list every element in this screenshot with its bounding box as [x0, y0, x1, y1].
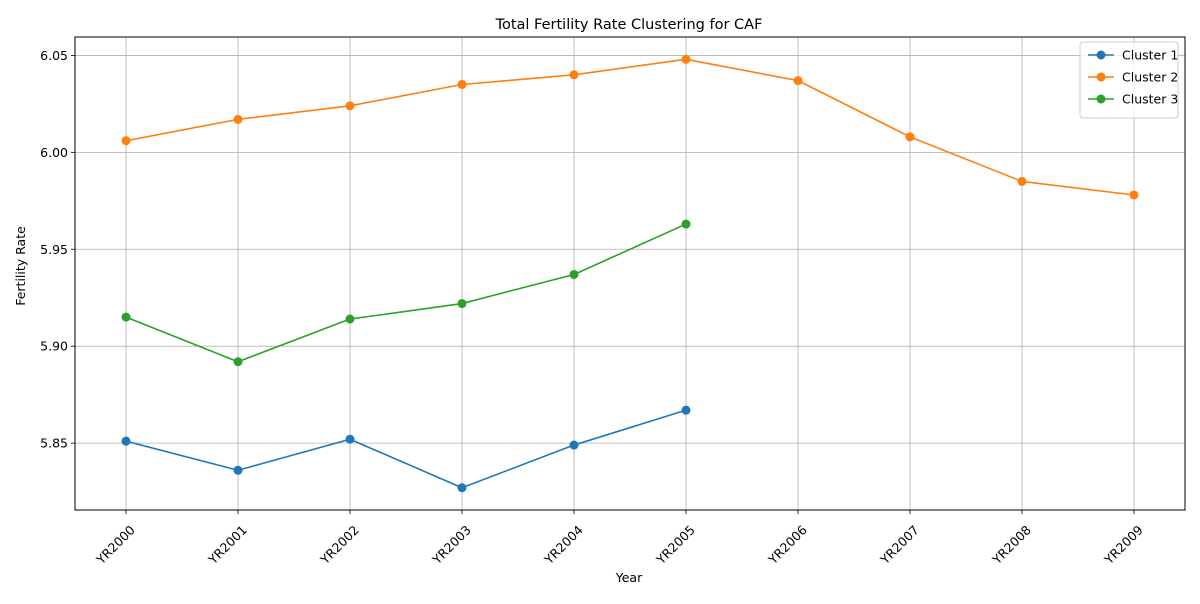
chart-title: Total Fertility Rate Clustering for CAF [495, 17, 763, 33]
data-point [233, 465, 243, 475]
data-point [233, 357, 243, 367]
data-point [1129, 190, 1139, 200]
data-point [457, 483, 467, 493]
data-point [905, 132, 915, 142]
series-2 [121, 54, 1139, 200]
data-point [345, 434, 355, 444]
data-point [121, 136, 131, 146]
data-point [121, 312, 131, 322]
data-point [457, 79, 467, 89]
series-1 [121, 405, 691, 493]
legend-label: Cluster 2 [1122, 70, 1178, 85]
data-point [345, 314, 355, 324]
y-tick-label: 6.00 [40, 145, 68, 160]
data-point [345, 101, 355, 111]
y-tick-label: 5.90 [40, 339, 68, 354]
data-point [121, 436, 131, 446]
data-point [681, 54, 691, 64]
legend-marker [1096, 50, 1106, 60]
y-tick-label: 6.05 [40, 48, 68, 63]
x-axis-label: Year [615, 570, 643, 585]
legend-entry: Cluster 1 [1088, 48, 1178, 63]
legend-marker [1096, 72, 1106, 82]
legend-entry: Cluster 2 [1088, 70, 1178, 85]
data-point [569, 269, 579, 279]
data-point [569, 70, 579, 80]
legend-label: Cluster 1 [1122, 48, 1178, 63]
y-tick-label: 5.95 [40, 242, 68, 257]
series-line [125, 58, 1135, 196]
data-point [681, 405, 691, 415]
data-point [681, 219, 691, 229]
data-point [569, 440, 579, 450]
legend: Cluster 1 Cluster 2 Cluster 3 [1079, 41, 1179, 119]
plot-frame [74, 36, 1186, 511]
data-point [1017, 176, 1027, 186]
series-group [121, 54, 1139, 493]
y-axis-label: Fertility Rate [13, 226, 28, 306]
data-point [233, 114, 243, 124]
legend-label: Cluster 3 [1122, 92, 1178, 107]
series-3 [121, 219, 691, 367]
series-line [125, 223, 687, 363]
grid-lines [75, 37, 1185, 510]
series-line [125, 409, 687, 489]
y-tick-label: 5.85 [40, 436, 68, 451]
legend-marker [1096, 94, 1106, 104]
data-point [793, 76, 803, 86]
data-point [457, 299, 467, 309]
legend-entry: Cluster 3 [1088, 92, 1178, 107]
